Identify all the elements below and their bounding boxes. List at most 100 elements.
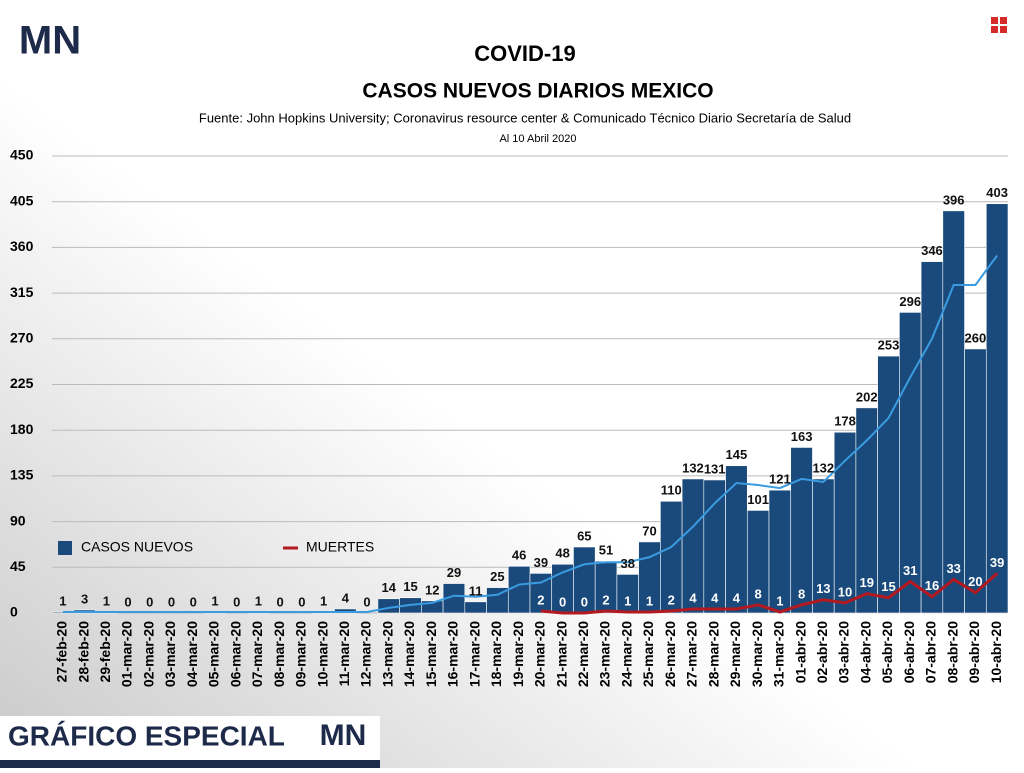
- x-tick-label: 26-mar-20: [662, 621, 678, 687]
- logo: MN: [19, 19, 81, 63]
- data-label: 0: [581, 594, 588, 609]
- data-label: 1: [624, 593, 631, 608]
- x-tick-label: 30-mar-20: [749, 621, 765, 687]
- x-tick-label: 10-abr-20: [988, 621, 1004, 683]
- data-label: 0: [124, 594, 131, 609]
- data-label: 13: [816, 581, 830, 596]
- data-label: 163: [791, 429, 813, 444]
- x-tick-label: 25-mar-20: [640, 621, 656, 687]
- y-tick-label: 270: [10, 330, 34, 346]
- bar: [985, 203, 1009, 614]
- bar: [877, 355, 900, 614]
- data-label: 1: [59, 593, 66, 608]
- data-label: 2: [537, 592, 544, 607]
- data-label: 20: [968, 574, 982, 589]
- line-series: [540, 572, 999, 615]
- data-label: 11: [469, 583, 483, 598]
- x-tick-label: 01-abr-20: [792, 621, 808, 683]
- x-tick-label: 22-mar-20: [575, 621, 591, 687]
- data-label: 31: [903, 563, 917, 578]
- y-tick-label: 360: [10, 238, 34, 254]
- x-tick-label: 06-mar-20: [227, 621, 243, 687]
- corner-icon: [991, 17, 1007, 33]
- chart-title: COVID-19: [474, 41, 575, 66]
- x-tick-label: 05-mar-20: [206, 621, 222, 687]
- data-label: 25: [490, 569, 504, 584]
- data-label: 0: [277, 594, 284, 609]
- data-label: 0: [363, 594, 370, 609]
- data-label: 8: [798, 586, 805, 601]
- data-label: 33: [946, 561, 960, 576]
- x-tick-label: 24-mar-20: [618, 621, 634, 687]
- data-label: 178: [834, 414, 856, 429]
- x-tick-label: 06-abr-20: [901, 621, 917, 683]
- data-label: 0: [146, 594, 153, 609]
- x-tick-label: 23-mar-20: [597, 621, 613, 687]
- x-tick-label: 08-mar-20: [271, 621, 287, 687]
- data-label: 0: [559, 594, 566, 609]
- x-tick-label: 28-feb-20: [75, 621, 91, 683]
- data-label: 260: [965, 330, 987, 345]
- trend-line: [62, 254, 998, 613]
- data-label: 4: [342, 590, 350, 605]
- data-label: 1: [646, 593, 653, 608]
- data-label: 346: [921, 243, 943, 258]
- data-label: 403: [986, 185, 1008, 200]
- x-tick-label: 17-mar-20: [466, 621, 482, 687]
- data-label: 16: [925, 578, 939, 593]
- x-tick-label: 07-mar-20: [249, 621, 265, 687]
- data-label: 14: [382, 580, 397, 595]
- legend-swatch: [58, 541, 72, 555]
- data-label: 1: [776, 593, 783, 608]
- x-tick-label: 15-mar-20: [423, 621, 439, 687]
- data-label: 2: [668, 592, 675, 607]
- x-tick-label: 19-mar-20: [510, 621, 526, 687]
- bar: [507, 565, 531, 614]
- y-tick-label: 225: [10, 375, 34, 391]
- y-tick-label: 405: [10, 192, 34, 208]
- data-label: 2: [602, 592, 609, 607]
- bar: [464, 601, 487, 614]
- chart-subtitle: CASOS NUEVOS DIARIOS MEXICO: [362, 80, 713, 103]
- bar: [920, 261, 944, 614]
- x-tick-label: 20-mar-20: [532, 621, 548, 687]
- data-label: 4: [733, 590, 741, 605]
- y-tick-label: 0: [10, 604, 18, 620]
- x-tick-label: 02-abr-20: [814, 621, 830, 683]
- data-label: 65: [577, 528, 591, 543]
- x-tick-label: 01-mar-20: [119, 621, 135, 687]
- y-tick-label: 90: [10, 512, 26, 528]
- data-label: 253: [878, 338, 900, 353]
- y-tick-label: 135: [10, 467, 34, 483]
- data-label: 132: [682, 460, 704, 475]
- data-label: 8: [755, 586, 762, 601]
- x-tick-label: 05-abr-20: [879, 621, 895, 683]
- data-label: 4: [711, 590, 719, 605]
- data-label: 15: [881, 579, 895, 594]
- data-label: 0: [298, 594, 305, 609]
- data-label: 202: [856, 389, 878, 404]
- logo-box: [16, 18, 84, 68]
- x-tick-label: 11-mar-20: [336, 621, 352, 687]
- x-tick-label: 14-mar-20: [401, 621, 417, 687]
- bar: [334, 608, 357, 614]
- data-label: 396: [943, 192, 965, 207]
- data-label: 1: [320, 593, 327, 608]
- data-label: 10: [838, 584, 852, 599]
- data-label: 0: [190, 594, 197, 609]
- x-tick-label: 27-feb-20: [54, 621, 70, 683]
- x-tick-label: 29-feb-20: [97, 621, 113, 683]
- banner-box: [0, 716, 380, 760]
- data-label: 39: [990, 555, 1004, 570]
- x-tick-label: 04-abr-20: [857, 621, 873, 683]
- source: Fuente: John Hopkins University; Coronav…: [199, 110, 851, 125]
- x-tick-label: 13-mar-20: [379, 621, 395, 687]
- date-note: Al 10 Abril 2020: [499, 133, 576, 145]
- x-tick-label: 03-abr-20: [836, 621, 852, 683]
- x-tick-label: 21-mar-20: [553, 621, 569, 687]
- data-label: 19: [860, 575, 874, 590]
- y-tick-label: 180: [10, 421, 34, 437]
- x-tick-label: 04-mar-20: [184, 621, 200, 687]
